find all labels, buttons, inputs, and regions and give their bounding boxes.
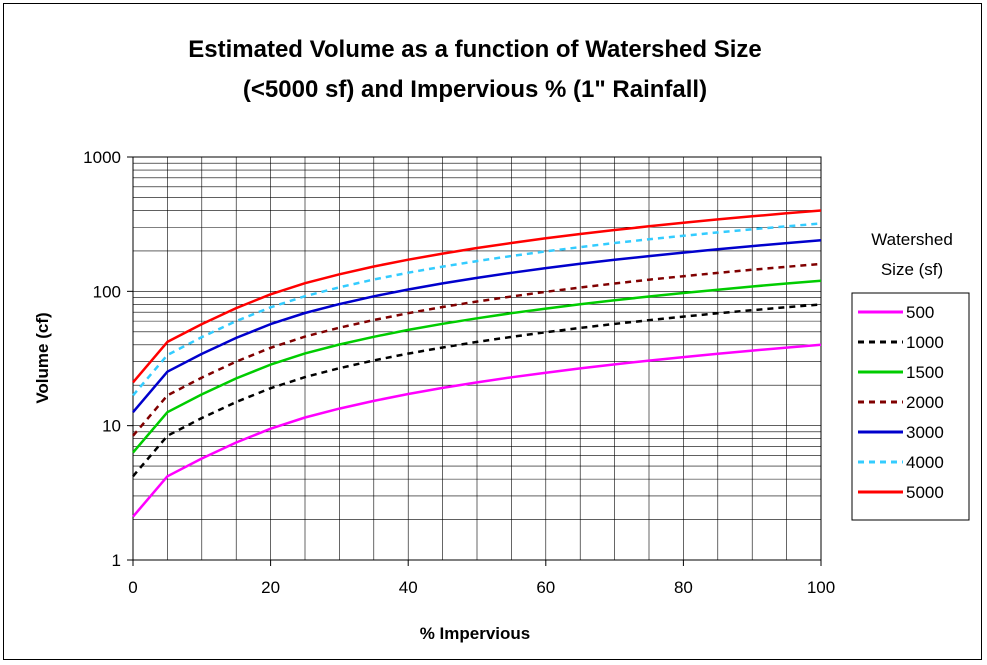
y-tick-label: 1 <box>112 551 121 570</box>
legend-label-5000: 5000 <box>906 483 944 502</box>
series-line-3000 <box>132 239 822 414</box>
y-tick-label: 100 <box>93 282 121 301</box>
series-line-1000 <box>132 303 822 478</box>
series-line-500 <box>132 343 822 518</box>
series-line-2000 <box>132 262 822 437</box>
chart-title-line-2: (<5000 sf) and Impervious % (1" Rainfall… <box>243 76 707 103</box>
plot-area <box>132 156 822 561</box>
legend-title-line-2: Size (sf) <box>881 260 943 279</box>
legend-label-500: 500 <box>906 303 934 322</box>
legend-label-3000: 3000 <box>906 423 944 442</box>
series-line-1500 <box>132 279 822 454</box>
legend-label-2000: 2000 <box>906 393 944 412</box>
x-tick-label: 0 <box>128 578 137 597</box>
y-tick-label: 1000 <box>83 148 121 167</box>
y-axis-ticks: 1 10 100 1000 <box>83 148 133 570</box>
legend-box <box>851 292 970 521</box>
legend-title-line-1: Watershed <box>871 230 953 249</box>
y-tick-label: 10 <box>102 417 121 436</box>
x-tick-label: 80 <box>674 578 693 597</box>
series-line-5000 <box>132 209 822 384</box>
gridlines <box>133 157 821 560</box>
x-axis-ticks: 0 20 40 60 80 100 <box>128 560 835 597</box>
legend-label-4000: 4000 <box>906 453 944 472</box>
chart-title-line-1: Estimated Volume as a function of Waters… <box>188 36 761 63</box>
x-tick-label: 60 <box>536 578 555 597</box>
legend-items: 500 1000 1500 2000 3000 4000 5000 <box>858 303 944 502</box>
legend-label-1500: 1500 <box>906 363 944 382</box>
x-tick-label: 100 <box>807 578 835 597</box>
series-lines <box>132 209 822 518</box>
series-line-4000 <box>132 222 822 397</box>
x-axis-title: % Impervious <box>420 624 531 643</box>
x-tick-label: 40 <box>399 578 418 597</box>
legend-label-1000: 1000 <box>906 333 944 352</box>
x-tick-label: 20 <box>261 578 280 597</box>
y-axis-title: Volume (cf) <box>33 312 52 403</box>
